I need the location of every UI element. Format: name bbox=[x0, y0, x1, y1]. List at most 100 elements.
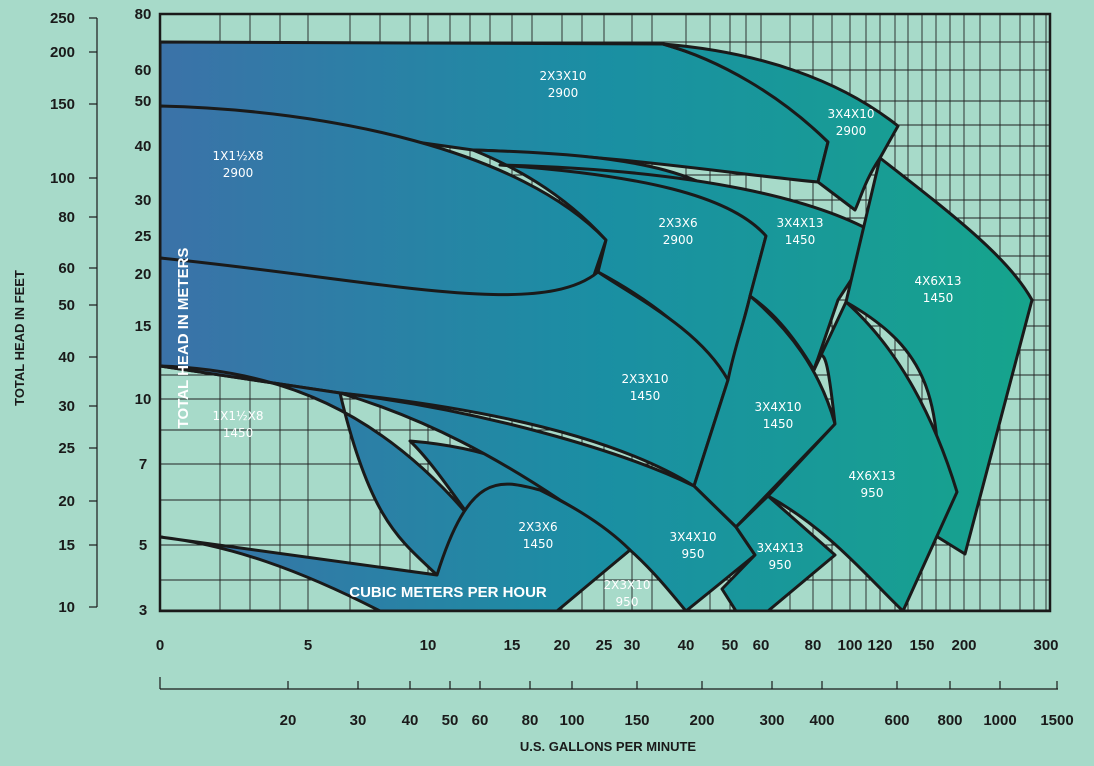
meters-tick-label: 60 bbox=[135, 62, 152, 79]
gpm-tick-label: 20 bbox=[280, 712, 297, 729]
gpm-tick-label: 30 bbox=[350, 712, 367, 729]
feet-tick-label: 200 bbox=[50, 44, 75, 61]
feet-tick-label: 30 bbox=[58, 398, 75, 415]
gpm-axis-title: U.S. GALLONS PER MINUTE bbox=[520, 739, 697, 754]
feet-axis-title: TOTAL HEAD IN FEET bbox=[12, 270, 27, 406]
cmh-tick-label: 0 bbox=[156, 637, 164, 654]
gpm-tick-label: 150 bbox=[624, 712, 649, 729]
cmh-tick-label: 50 bbox=[722, 637, 739, 654]
meters-tick-label: 30 bbox=[135, 192, 152, 209]
cmh-tick-label: 40 bbox=[678, 637, 695, 654]
cmh-tick-label: 25 bbox=[596, 637, 613, 654]
cmh-tick-label: 5 bbox=[304, 637, 312, 654]
feet-tick-label: 50 bbox=[58, 297, 75, 314]
cmh-tick-label: 15 bbox=[504, 637, 521, 654]
cmh-tick-label: 100 bbox=[837, 637, 862, 654]
region-label-model: 3X4X10 bbox=[755, 400, 802, 414]
gpm-tick-label: 80 bbox=[522, 712, 539, 729]
meters-tick-label: 80 bbox=[135, 6, 152, 23]
region-label-rpm: 2900 bbox=[223, 166, 254, 180]
gpm-tick-label: 600 bbox=[884, 712, 909, 729]
region-label-rpm: 2900 bbox=[663, 233, 694, 247]
meters-tick-label: 10 bbox=[135, 391, 152, 408]
meters-tick-label: 50 bbox=[135, 93, 152, 110]
gpm-tick-label: 300 bbox=[759, 712, 784, 729]
cmh-tick-label: 200 bbox=[951, 637, 976, 654]
region-label-model: 3X4X10 bbox=[828, 107, 875, 121]
pump-region-12 bbox=[338, 391, 757, 611]
region-label-rpm: 1450 bbox=[785, 233, 816, 247]
feet-tick-label: 20 bbox=[58, 493, 75, 510]
region-label-model: 1X1½X8 bbox=[213, 409, 264, 423]
gpm-tick-label: 100 bbox=[559, 712, 584, 729]
region-label-model: 2X3X6 bbox=[658, 216, 697, 230]
feet-tick-label: 60 bbox=[58, 260, 75, 277]
cmh-tick-label: 120 bbox=[867, 637, 892, 654]
region-label-model: 4X6X13 bbox=[915, 274, 962, 288]
region-label-rpm: 1450 bbox=[763, 417, 794, 431]
meters-tick-label: 25 bbox=[135, 228, 152, 245]
pump-region-10 bbox=[766, 300, 959, 611]
region-label-model: 3X4X10 bbox=[670, 530, 717, 544]
feet-tick-label: 80 bbox=[58, 209, 75, 226]
region-label-model: 1X1½X8 bbox=[213, 149, 264, 163]
cmh-tick-label: 30 bbox=[624, 637, 641, 654]
gpm-tick-label: 60 bbox=[472, 712, 489, 729]
gpm-tick-label: 1000 bbox=[983, 712, 1016, 729]
region-label-rpm: 2900 bbox=[548, 86, 579, 100]
region-label-rpm: 1450 bbox=[523, 537, 554, 551]
cmh-tick-label: 80 bbox=[805, 637, 822, 654]
meters-tick-label: 3 bbox=[139, 602, 147, 619]
region-label-model: 3X4X13 bbox=[777, 216, 824, 230]
pump-region-14 bbox=[160, 482, 632, 611]
meters-tick-label: 20 bbox=[135, 266, 152, 283]
region-label-model: 2X3X6 bbox=[518, 520, 557, 534]
cmh-tick-label: 10 bbox=[420, 637, 437, 654]
region-label-rpm: 950 bbox=[616, 595, 639, 609]
pump-region-13 bbox=[720, 494, 837, 611]
region-label-rpm: 1450 bbox=[630, 389, 661, 403]
gpm-tick-label: 50 bbox=[442, 712, 459, 729]
region-label-rpm: 2900 bbox=[836, 124, 867, 138]
region-label-model: 2X3X10 bbox=[622, 372, 669, 386]
cmh-axis-title: CUBIC METERS PER HOUR bbox=[349, 584, 547, 601]
pump-region-7 bbox=[160, 256, 730, 488]
meters-tick-label: 7 bbox=[139, 456, 147, 473]
gpm-tick-label: 800 bbox=[937, 712, 962, 729]
meters-tick-label: 5 bbox=[139, 537, 147, 554]
meters-axis-title: TOTAL HEAD IN METERS bbox=[175, 248, 192, 429]
region-label-model: 2X3X10 bbox=[540, 69, 587, 83]
cmh-tick-label: 150 bbox=[909, 637, 934, 654]
region-label-model: 4X6X13 bbox=[849, 469, 896, 483]
feet-tick-label: 100 bbox=[50, 170, 75, 187]
region-label-rpm: 950 bbox=[861, 486, 884, 500]
region-label-model: 2X3X10 bbox=[604, 578, 651, 592]
feet-tick-label: 25 bbox=[58, 440, 75, 457]
gpm-tick-label: 400 bbox=[809, 712, 834, 729]
regions-layer bbox=[160, 40, 1034, 611]
feet-tick-label: 10 bbox=[58, 599, 75, 616]
gpm-tick-label: 40 bbox=[402, 712, 419, 729]
region-label-model: 3X4X13 bbox=[757, 541, 804, 555]
meters-tick-label: 15 bbox=[135, 318, 152, 335]
feet-tick-label: 250 bbox=[50, 10, 75, 27]
feet-tick-label: 40 bbox=[58, 349, 75, 366]
cmh-tick-label: 300 bbox=[1033, 637, 1058, 654]
gpm-tick-label: 200 bbox=[689, 712, 714, 729]
region-label-rpm: 950 bbox=[682, 547, 705, 561]
feet-tick-label: 150 bbox=[50, 96, 75, 113]
pump-region-2 bbox=[661, 42, 900, 212]
labels-layer: TOTAL HEAD IN FEET TOTAL HEAD IN METERS CU… bbox=[12, 69, 961, 754]
gpm-tick-label: 1500 bbox=[1040, 712, 1073, 729]
region-label-rpm: 1450 bbox=[923, 291, 954, 305]
frame-layer bbox=[158, 12, 1052, 613]
feet-tick-label: 15 bbox=[58, 537, 75, 554]
cmh-tick-label: 20 bbox=[554, 637, 571, 654]
region-label-rpm: 950 bbox=[769, 558, 792, 572]
cmh-tick-label: 60 bbox=[753, 637, 770, 654]
ticks-layer: 2502001501008060504030252015108060504030… bbox=[50, 6, 1074, 729]
region-label-rpm: 1450 bbox=[223, 426, 254, 440]
plot-frame bbox=[158, 12, 1052, 613]
